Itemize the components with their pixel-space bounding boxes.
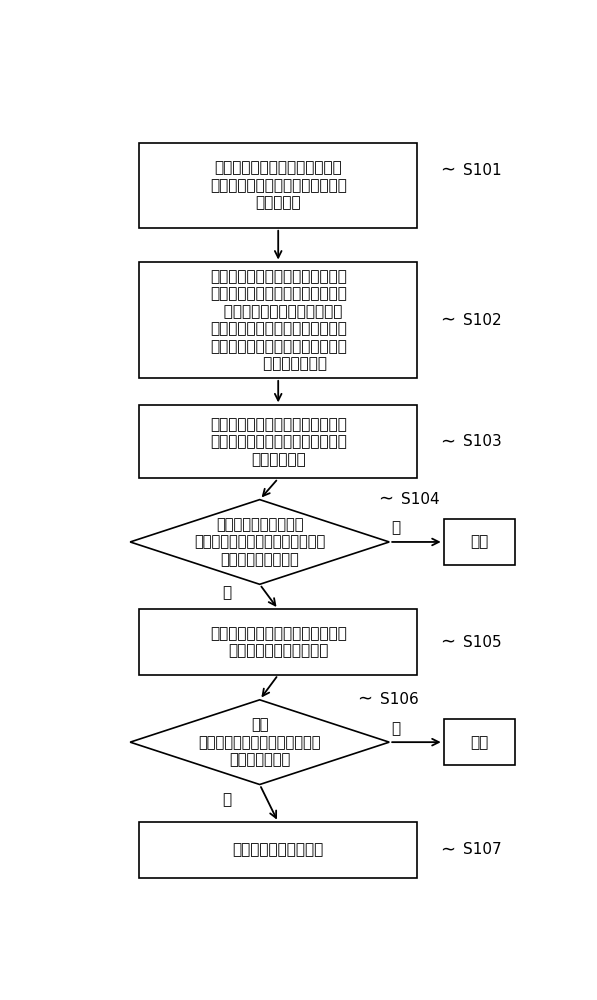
Polygon shape: [130, 700, 389, 785]
Text: 结束: 结束: [470, 735, 488, 750]
Text: ∼: ∼: [440, 633, 456, 651]
FancyBboxPatch shape: [444, 519, 515, 565]
Text: S106: S106: [380, 692, 418, 707]
Polygon shape: [130, 500, 389, 584]
FancyBboxPatch shape: [140, 822, 417, 878]
FancyBboxPatch shape: [140, 405, 417, 478]
Text: 结束: 结束: [470, 534, 488, 549]
Text: ∼: ∼: [440, 433, 456, 451]
Text: ∼: ∼: [357, 691, 372, 709]
Text: S107: S107: [463, 842, 502, 857]
Text: 智能
终端判断所述下降比例或下降幅
度是否大于定值: 智能 终端判断所述下降比例或下降幅 度是否大于定值: [198, 717, 321, 767]
Text: 主站系统将所述单相接地故障暂态
电流定值以及接地相电压下降比例
  和幅度定值通过所述互联网或
所述无线通信装置将各分支线路的
单相接地故障暂态电流定值发送给
: 主站系统将所述单相接地故障暂态 电流定值以及接地相电压下降比例 和幅度定值通过所…: [210, 269, 347, 371]
Text: S101: S101: [463, 163, 502, 178]
Text: 是: 是: [223, 585, 232, 600]
FancyBboxPatch shape: [444, 719, 515, 765]
FancyBboxPatch shape: [140, 262, 417, 378]
Text: 主站系统建立输配电线路模型并
计算各分支线路的单相接地故障暂
态电流定值: 主站系统建立输配电线路模型并 计算各分支线路的单相接地故障暂 态电流定值: [210, 161, 347, 210]
Text: ∼: ∼: [378, 491, 393, 509]
Text: 是: 是: [223, 792, 232, 807]
Text: S103: S103: [463, 434, 502, 449]
Text: ∼: ∼: [440, 161, 456, 179]
Text: S105: S105: [463, 635, 502, 650]
Text: S104: S104: [401, 492, 439, 507]
Text: 智能终端判断所述接地
相暂态电流值是否大于所述单相接
地故障暂态电流定值: 智能终端判断所述接地 相暂态电流值是否大于所述单相接 地故障暂态电流定值: [194, 517, 325, 567]
Text: 智能终端检测所在分支线路上的电
压的下降比例或下降幅度: 智能终端检测所在分支线路上的电 压的下降比例或下降幅度: [210, 626, 347, 658]
FancyBboxPatch shape: [140, 609, 417, 675]
Text: 智能终端监测所在分支线路接地相
暂态电流出现突变，并实时高速采
集暂态电流值: 智能终端监测所在分支线路接地相 暂态电流出现突变，并实时高速采 集暂态电流值: [210, 417, 347, 467]
Text: 否: 否: [392, 521, 401, 536]
Text: 确定发生单相接地故障: 确定发生单相接地故障: [233, 842, 324, 857]
Text: 否: 否: [392, 721, 401, 736]
Text: ∼: ∼: [440, 841, 456, 859]
Text: ∼: ∼: [440, 311, 456, 329]
Text: S102: S102: [463, 313, 502, 328]
FancyBboxPatch shape: [140, 143, 417, 228]
